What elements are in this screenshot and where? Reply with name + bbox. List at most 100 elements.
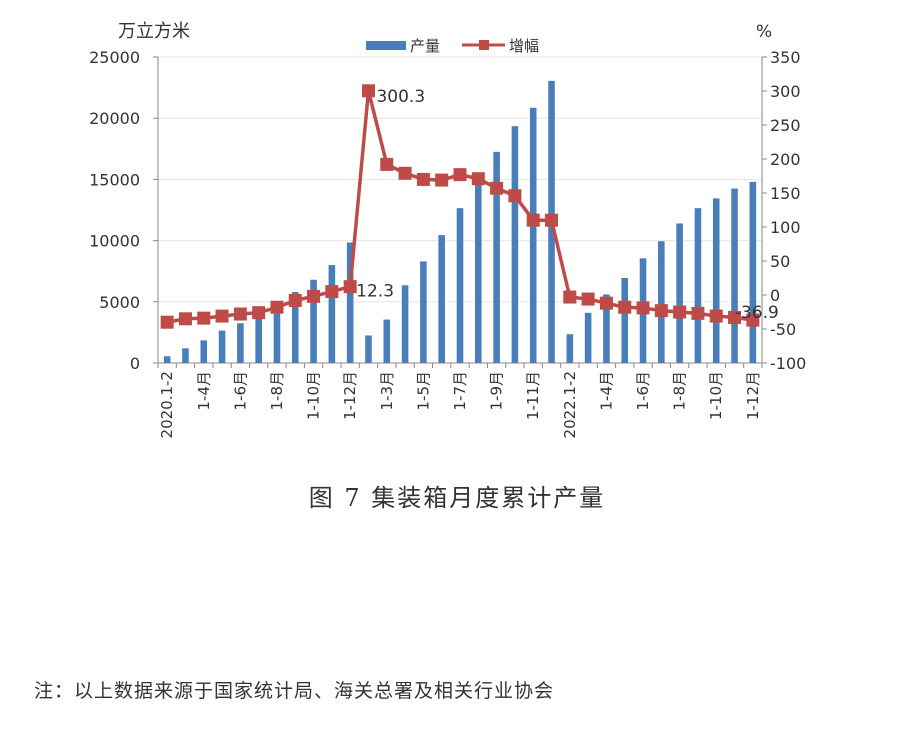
bar bbox=[603, 294, 610, 363]
line-marker bbox=[398, 166, 412, 180]
line-marker bbox=[636, 301, 650, 315]
y-tick-label-left: 25000 bbox=[89, 48, 140, 67]
line-marker bbox=[673, 305, 687, 319]
bar bbox=[365, 335, 372, 363]
bar bbox=[456, 208, 464, 363]
line-marker bbox=[233, 307, 247, 321]
x-tick-label: 1-8月 bbox=[268, 371, 286, 411]
x-tick-label: 1-12月 bbox=[744, 371, 762, 420]
bar bbox=[237, 323, 244, 363]
line-marker bbox=[471, 172, 485, 186]
line-marker bbox=[215, 309, 229, 323]
bar bbox=[621, 277, 629, 363]
bar bbox=[182, 348, 189, 363]
line-marker bbox=[416, 172, 430, 186]
bar bbox=[383, 319, 391, 363]
bar bbox=[200, 340, 208, 363]
y-axis-label-left: 万立方米 bbox=[118, 21, 190, 42]
bar bbox=[475, 182, 482, 363]
bar bbox=[511, 126, 519, 363]
y-tick-label-right: 200 bbox=[770, 150, 801, 169]
line-marker bbox=[160, 315, 174, 329]
line-marker bbox=[526, 213, 540, 227]
bar bbox=[438, 235, 445, 363]
bar bbox=[731, 188, 738, 363]
x-tick-label: 1-7月 bbox=[451, 371, 469, 411]
x-tick-label: 1-11月 bbox=[524, 371, 542, 420]
line-marker bbox=[252, 306, 266, 320]
line-marker bbox=[343, 280, 357, 294]
line-marker bbox=[618, 300, 632, 314]
x-tick-label: 1-8月 bbox=[671, 371, 689, 411]
line-marker bbox=[508, 189, 522, 203]
y-tick-label-left: 0 bbox=[130, 354, 140, 373]
line-marker bbox=[307, 289, 321, 303]
bar bbox=[676, 223, 683, 363]
line-marker bbox=[746, 313, 760, 327]
bar bbox=[310, 279, 317, 363]
bar bbox=[694, 208, 702, 363]
line-marker bbox=[435, 173, 449, 187]
y-tick-label-right: 300 bbox=[770, 82, 801, 101]
figure-caption: 图 7 集装箱月度累计产量 bbox=[308, 484, 606, 512]
y-axis-label-right: % bbox=[756, 22, 772, 42]
data-label: 12.3 bbox=[356, 282, 394, 302]
line-marker bbox=[380, 157, 394, 171]
x-tick-label: 1-4月 bbox=[195, 371, 213, 411]
y-tick-label-right: 0 bbox=[770, 286, 780, 305]
bar bbox=[566, 334, 574, 363]
line-marker bbox=[581, 292, 595, 306]
legend-label-line: 增幅 bbox=[509, 37, 539, 55]
bar bbox=[255, 316, 262, 363]
bar bbox=[529, 107, 537, 364]
x-tick-label: 1-3月 bbox=[378, 371, 396, 411]
source-note: 注：以上数据来源于国家统计局、海关总署及相关行业协会 bbox=[34, 680, 555, 702]
legend-marker-line bbox=[479, 40, 489, 50]
data-label: 300.3 bbox=[376, 87, 425, 107]
x-tick-label: 1-10月 bbox=[707, 371, 725, 420]
bar bbox=[658, 241, 665, 363]
x-tick-label: 1-5月 bbox=[414, 371, 432, 411]
bar bbox=[493, 151, 500, 363]
legend-swatch-bar bbox=[366, 41, 406, 50]
x-tick-label: 1-9月 bbox=[488, 371, 506, 411]
line-marker bbox=[490, 181, 504, 195]
x-tick-label: 1-12月 bbox=[341, 371, 359, 420]
line-marker bbox=[178, 312, 192, 326]
line-marker bbox=[288, 293, 302, 307]
line-marker bbox=[325, 285, 339, 299]
line-marker bbox=[728, 310, 742, 324]
bar bbox=[328, 265, 336, 363]
bar bbox=[218, 330, 226, 363]
y-tick-label-right: -100 bbox=[770, 354, 806, 373]
y-tick-label-right: -50 bbox=[770, 320, 796, 339]
x-tick-label: 1-4月 bbox=[597, 371, 615, 411]
x-tick-label: 2020.1-2 bbox=[158, 371, 176, 438]
bar bbox=[346, 242, 354, 363]
bar bbox=[291, 292, 299, 363]
line-marker bbox=[270, 300, 284, 314]
y-tick-label-left: 15000 bbox=[89, 170, 140, 189]
bar bbox=[712, 198, 720, 363]
bar bbox=[273, 306, 281, 363]
y-tick-label-right: 150 bbox=[770, 184, 801, 203]
y-tick-label-right: 350 bbox=[770, 48, 801, 67]
bar bbox=[401, 285, 409, 363]
x-tick-label: 1-6月 bbox=[231, 371, 249, 411]
x-tick-label: 1-6月 bbox=[634, 371, 652, 411]
line-marker bbox=[691, 306, 705, 320]
x-tick-label: 1-10月 bbox=[305, 371, 323, 420]
y-tick-label-right: 250 bbox=[770, 116, 801, 135]
data-label: -36.9 bbox=[735, 303, 779, 323]
y-tick-label-left: 5000 bbox=[99, 293, 140, 312]
bar bbox=[163, 356, 171, 363]
line-marker bbox=[563, 290, 577, 304]
line-marker bbox=[197, 311, 211, 325]
chart: 0 5000 10000 15000 20000 25000 -100 -50 0 50 100 15… bbox=[89, 21, 806, 438]
y-tick-label-right: 50 bbox=[770, 252, 790, 271]
y-tick-label-right: 100 bbox=[770, 218, 801, 237]
y-tick-label-left: 20000 bbox=[89, 109, 140, 128]
line-marker bbox=[453, 168, 467, 182]
y-tick-label-left: 10000 bbox=[89, 232, 140, 251]
line-marker bbox=[599, 296, 613, 310]
